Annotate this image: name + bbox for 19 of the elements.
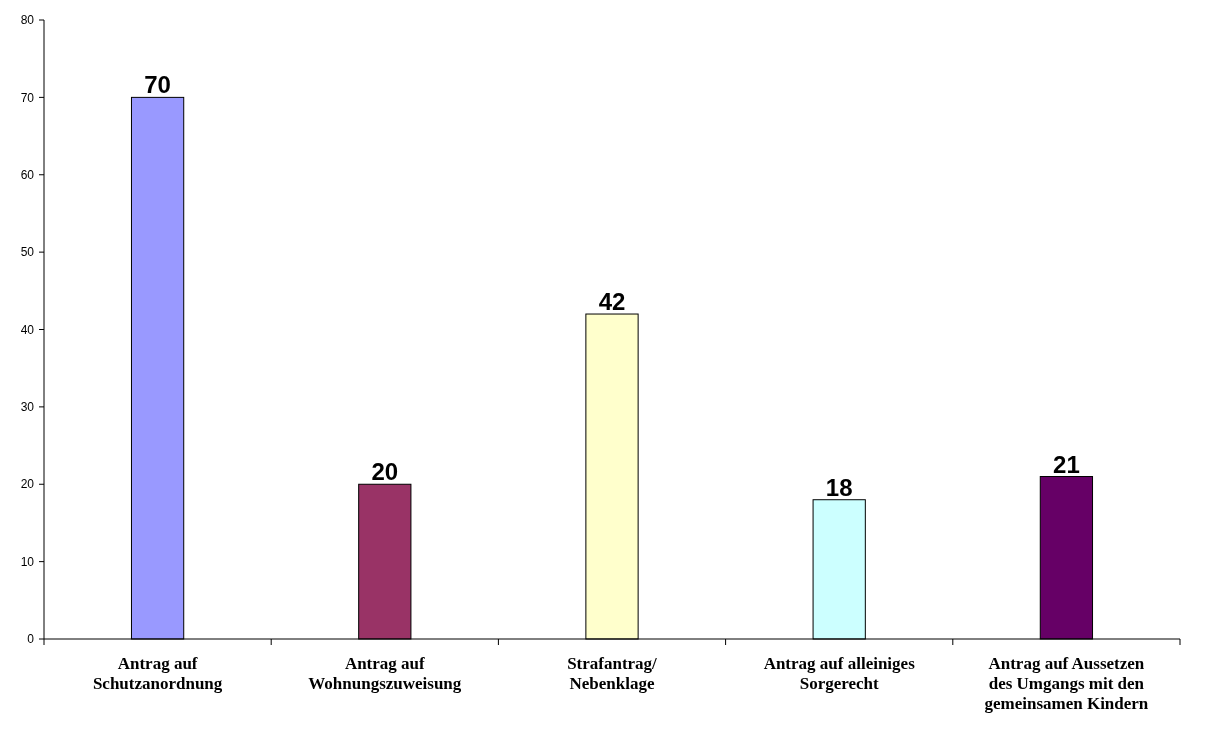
data-label: 18 <box>825 473 853 501</box>
y-tick-label: 30 <box>20 400 35 415</box>
x-tick-label: Antrag auf Aussetzen des Umgangs mit den gemeinsamen Kindern <box>984 654 1149 713</box>
y-tick-label: 40 <box>20 322 35 337</box>
x-tick-label: Antrag auf alleiniges Sorgerecht <box>763 654 916 693</box>
y-tick-label: 70 <box>20 90 35 105</box>
y-tick-label: 20 <box>20 477 35 492</box>
y-tick-label: 10 <box>20 554 35 569</box>
x-tick-label: Antrag auf Schutzanordnung <box>92 654 223 693</box>
data-label: 20 <box>371 458 399 486</box>
y-tick-label: 80 <box>20 13 35 28</box>
y-tick-label: 0 <box>27 632 35 647</box>
data-label: 42 <box>598 288 626 316</box>
x-tick-label: Antrag auf Wohnungszuweisung <box>308 654 462 693</box>
y-tick-label: 50 <box>20 245 35 260</box>
data-label: 21 <box>1053 450 1080 478</box>
y-tick-label: 60 <box>20 167 35 182</box>
data-label: 70 <box>144 71 171 99</box>
x-tick-label: Strafantrag/ Nebenklage <box>567 654 658 693</box>
